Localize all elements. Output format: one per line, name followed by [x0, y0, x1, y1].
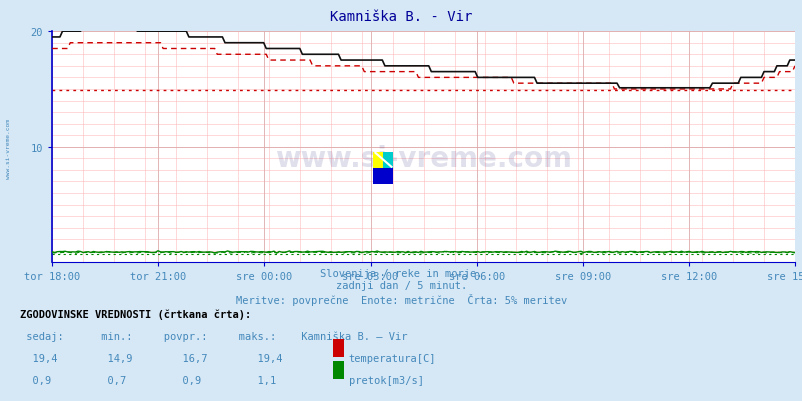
- Bar: [383, 152, 393, 168]
- Text: 19,4        14,9        16,7        19,4: 19,4 14,9 16,7 19,4: [20, 353, 282, 363]
- Bar: [373, 152, 383, 168]
- Text: Meritve: povprečne  Enote: metrične  Črta: 5% meritev: Meritve: povprečne Enote: metrične Črta:…: [236, 294, 566, 306]
- Text: ZGODOVINSKE VREDNOSTI (črtkana črta):: ZGODOVINSKE VREDNOSTI (črtkana črta):: [20, 309, 251, 319]
- Text: zadnji dan / 5 minut.: zadnji dan / 5 minut.: [335, 281, 467, 291]
- Text: www.si-vreme.com: www.si-vreme.com: [6, 118, 11, 178]
- Text: www.si-vreme.com: www.si-vreme.com: [275, 145, 571, 173]
- Text: sedaj:      min.:     povpr.:     maks.:    Kamniška B. – Vir: sedaj: min.: povpr.: maks.: Kamniška B. …: [20, 331, 407, 341]
- Text: pretok[m3/s]: pretok[m3/s]: [348, 375, 423, 385]
- Text: 0,9         0,7         0,9         1,1: 0,9 0,7 0,9 1,1: [20, 375, 276, 385]
- Text: temperatura[C]: temperatura[C]: [348, 353, 435, 363]
- Text: Kamniška B. - Vir: Kamniška B. - Vir: [330, 10, 472, 24]
- Text: Slovenija / reke in morje.: Slovenija / reke in morje.: [320, 268, 482, 278]
- Bar: [373, 168, 393, 184]
